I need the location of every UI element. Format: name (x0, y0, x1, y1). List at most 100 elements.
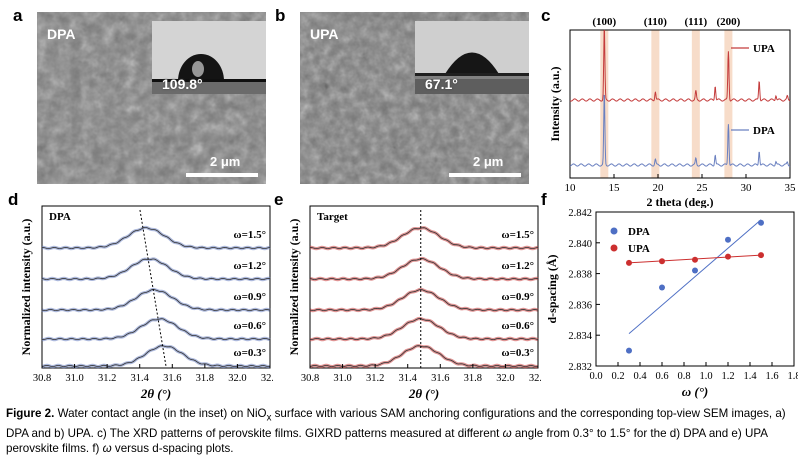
x-tick-label: 0.4 (633, 371, 647, 382)
x-axis-label: 2θ (°) (408, 386, 439, 401)
y-tick-label: 2.838 (568, 270, 592, 281)
legend-label: UPA (628, 243, 650, 255)
caption-omega: ω (502, 426, 512, 440)
sem-image-dpa: DPA 109.8° 2 μm (37, 12, 266, 184)
scale-bar-label: 2 μm (473, 154, 504, 169)
plot-frame (595, 211, 795, 367)
x-tick-label: 0.8 (677, 371, 690, 382)
plot-frame (569, 29, 791, 179)
droplet-drawing (152, 21, 266, 94)
panel-tag-target: Target (317, 211, 348, 223)
legend-marker (610, 244, 618, 252)
data-point (758, 252, 764, 259)
xrd-series-line (569, 94, 791, 167)
sem-tag: DPA (47, 26, 76, 42)
x-tick-label: 1.8 (787, 371, 798, 382)
panel-d-label: d (8, 190, 19, 209)
panel-f-label: f (541, 190, 547, 209)
peak-band (724, 30, 733, 178)
d-spacing-chart: DPA UPA 0.0 0.2 0.4 0.6 0.8 1.0 1.2 1.4 1.6 1.8 2.83… (546, 208, 798, 399)
y-axis-label: Intensity (a.u.) (548, 66, 562, 141)
x-tick-label: 0.6 (655, 371, 668, 382)
omega-label: ω=0.6° (234, 320, 266, 332)
x-tick-label: 1.0 (699, 371, 712, 382)
x-tick-label: 10 (565, 182, 577, 194)
omega-label: ω=0.9° (234, 291, 266, 303)
y-tick-label: 2.834 (568, 331, 592, 342)
x-tick-label: 25 (697, 182, 709, 194)
contact-angle-value: 109.8° (162, 76, 203, 92)
x-tick-label: 1.2 (721, 371, 734, 382)
peak-label: (111) (685, 16, 708, 28)
x-tick-label: 31.6 (163, 373, 181, 384)
plot-frame (41, 205, 271, 369)
x-tick-label: 35 (785, 182, 797, 194)
x-tick-label: 30.8 (33, 373, 51, 384)
x-tick-label: 30.8 (301, 373, 319, 384)
x-tick-label: 31.4 (399, 373, 418, 384)
x-tick-label: 20 (653, 182, 665, 194)
data-point (725, 253, 731, 260)
legend-marker (610, 227, 618, 235)
data-point (626, 259, 632, 266)
omega-label: ω=1.2° (234, 260, 266, 272)
y-tick-label: 2.840 (568, 239, 592, 250)
data-point (659, 258, 665, 265)
diffraction-curve (41, 318, 271, 341)
x-tick-label: 31.4 (131, 373, 150, 384)
y-tick-label: 2.832 (568, 362, 592, 373)
omega-label: ω=1.5° (502, 229, 534, 241)
x-tick-label: 32.2 (261, 373, 273, 384)
caption-label: Figure 2. (6, 407, 55, 420)
peak-label: (100) (592, 16, 616, 28)
caption-text-1: Water contact angle (in the inset) on Ni… (57, 407, 267, 420)
diffraction-curve (309, 227, 539, 250)
panel-b-label: b (275, 6, 286, 25)
x-tick-label: 32.2 (529, 373, 541, 384)
legend-label: DPA (628, 226, 650, 238)
caption-text-2: a) DPA and b) UPA. c) The XRD patterns o… (6, 407, 786, 440)
caption-text-3: perovskite films. f) (6, 442, 103, 456)
figure-caption: Figure 2. Water contact angle (in the in… (6, 406, 796, 457)
x-axis-label: ω (°) (682, 384, 709, 399)
legend-label: DPA (753, 125, 775, 137)
x-tick-label: 32.0 (496, 373, 514, 384)
panel-a-label: a (13, 6, 23, 25)
omega-label: ω=0.3° (234, 347, 266, 359)
x-tick-label: 15 (609, 182, 621, 194)
x-tick-label: 31.0 (65, 373, 83, 384)
diffraction-curve (41, 258, 271, 281)
x-axis-label: 2θ (°) (140, 386, 171, 401)
y-axis-label: d-spacing (Å) (546, 254, 559, 323)
contact-angle-inset: 67.1° (415, 21, 529, 94)
omega-label: ω=0.6° (502, 320, 534, 332)
contact-angle-inset: 109.8° (152, 21, 266, 94)
omega-label: ω=1.2° (502, 260, 534, 272)
omega-label: ω=0.3° (502, 347, 534, 359)
scale-bar (186, 173, 258, 177)
x-tick-label: 31.0 (333, 373, 351, 384)
peak-shift-guide (139, 209, 167, 369)
y-axis-label: Normalized intensity (a.u.) (19, 219, 33, 356)
panel-e-label: e (274, 190, 284, 209)
scale-bar-label: 2 μm (210, 154, 241, 169)
x-tick-label: 31.6 (431, 373, 449, 384)
xrd-chart: (100) (110) (111) (200) UPA DPA 10 15 20 25 30 35 2 … (548, 16, 797, 208)
sem-tag: UPA (310, 26, 339, 42)
omega-label: ω=0.9° (502, 291, 534, 303)
diffraction-curve (309, 258, 539, 281)
x-tick-label: 31.8 (196, 373, 214, 384)
x-tick-label: 31.2 (366, 373, 384, 384)
data-point (692, 256, 698, 263)
plot-frame (309, 205, 539, 369)
caption-subscript: x (266, 412, 272, 424)
diffraction-curve (309, 318, 539, 341)
x-tick-label: 31.8 (464, 373, 482, 384)
y-tick-label: 2.842 (568, 208, 592, 219)
contact-angle-value: 67.1° (425, 76, 458, 92)
y-tick-label: 2.836 (568, 300, 592, 311)
x-tick-label: 1.4 (743, 371, 757, 382)
data-point (659, 284, 665, 291)
scale-bar (449, 173, 521, 177)
x-tick-label: 0.2 (611, 371, 624, 382)
